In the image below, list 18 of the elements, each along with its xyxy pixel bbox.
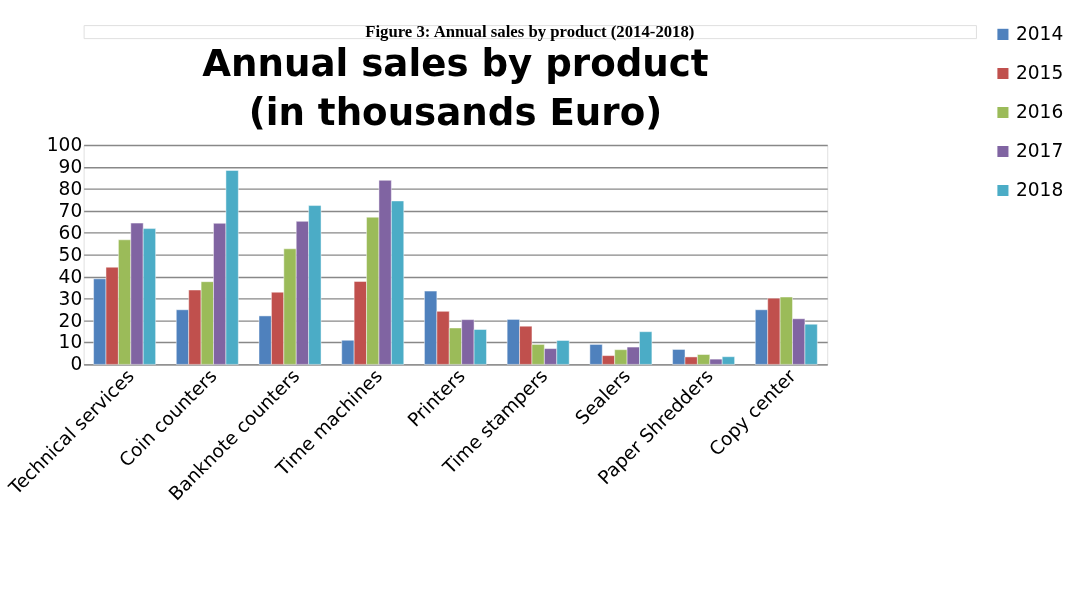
chart-title: Annual sales by product (in thousands Euro) [202, 41, 709, 134]
legend-label: 2015 [1015, 62, 1064, 84]
y-tick-label: 80 [58, 177, 83, 199]
y-tick-label: 30 [58, 287, 83, 309]
y-tick-label: 0 [70, 353, 83, 375]
y-tick-label: 50 [58, 243, 83, 265]
legend-label: 2018 [1015, 179, 1064, 201]
caption: Figure 3: Annual sales by product (2014-2018) [365, 22, 695, 42]
legend-label: 2016 [1015, 101, 1064, 123]
y-tick-label: 10 [58, 331, 83, 353]
y-tick-label: 70 [58, 199, 83, 221]
y-tick-label: 90 [58, 156, 83, 177]
legend-label: 2017 [1015, 140, 1064, 162]
y-tick-label: 20 [58, 309, 83, 331]
y-tick-label: 60 [58, 221, 83, 243]
legend-label: 2014 [1015, 22, 1064, 44]
y-tick-label: 100 [46, 134, 83, 156]
y-tick-label: 40 [58, 265, 83, 287]
